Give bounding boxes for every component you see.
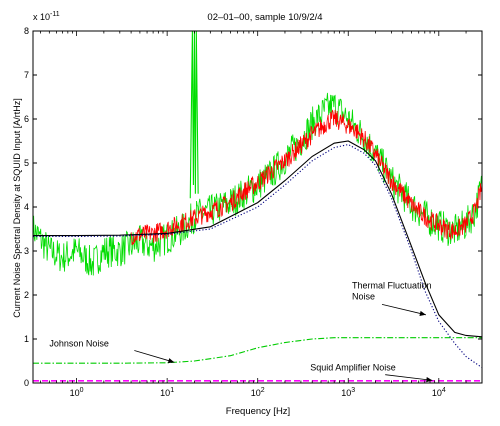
x-tick-label-3: 103 xyxy=(341,387,355,398)
series-line-2 xyxy=(33,337,482,364)
x-tick-label-1: 101 xyxy=(160,387,174,398)
annotation-arrowhead-thermal xyxy=(419,310,426,316)
annotation-johnson: Johnson Noise xyxy=(49,338,109,348)
x-tick-label-exp-1: 1 xyxy=(170,387,174,394)
x-axis-label: Frequency [Hz] xyxy=(226,406,290,417)
y-tick-label-6: 6 xyxy=(24,114,29,124)
x-tick-label-base-1: 10 xyxy=(160,388,170,398)
series-line-4 xyxy=(130,109,482,246)
annotation-arrowhead-johnson xyxy=(167,358,175,364)
y-tick-label-7: 7 xyxy=(24,70,29,80)
y-tick-label-3: 3 xyxy=(24,246,29,256)
annotation-johnson-line-0: Johnson Noise xyxy=(49,338,109,348)
x-tick-label-4: 104 xyxy=(432,387,446,398)
y-multiplier: x 10-11 xyxy=(33,11,60,22)
y-axis-label: Current Noise Spectral Density at SQUID … xyxy=(12,98,22,318)
series-layer xyxy=(33,31,482,382)
series-line-0 xyxy=(33,140,482,338)
x-tick-label-base-4: 10 xyxy=(432,388,442,398)
annotation-thermal-line-0: Thermal Fluctuation xyxy=(352,280,432,290)
y-multiplier-exponent: -11 xyxy=(50,11,60,18)
series-line-1 xyxy=(33,143,482,369)
series-line-5 xyxy=(33,92,482,276)
x-tick-label-0: 100 xyxy=(70,387,84,398)
y-tick-label-8: 8 xyxy=(24,26,29,36)
y-tick-label-1: 1 xyxy=(24,334,29,344)
annotation-arrow-thermal xyxy=(381,304,426,316)
annotation-thermal-line-1: Noise xyxy=(352,291,375,301)
y-tick-label-0: 0 xyxy=(24,378,29,388)
plot-frame xyxy=(32,30,483,384)
annotation-layer: Thermal Fluctuation Noise Johnson Noise Squ… xyxy=(49,280,433,383)
y-tick-label-5: 5 xyxy=(24,158,29,168)
y-tick-label-4: 4 xyxy=(24,202,29,212)
x-tick-label-base-2: 10 xyxy=(251,388,261,398)
x-tick-label-base-0: 10 xyxy=(70,388,80,398)
annotation-arrowhead-squid xyxy=(426,377,433,383)
x-tick-label-base-3: 10 xyxy=(341,388,351,398)
x-tick-label-2: 102 xyxy=(251,387,265,398)
annotation-thermal: Thermal Fluctuation Noise xyxy=(352,280,432,301)
annotation-arrow-squid xyxy=(385,374,433,381)
annotation-squid: Squid Amplifier Noise xyxy=(310,363,396,373)
chart-title: 02–01–00, sample 10/9/2/4 xyxy=(207,12,322,23)
x-tick-label-exp-3: 3 xyxy=(351,387,355,394)
x-tick-label-exp-2: 2 xyxy=(261,387,265,394)
annotation-squid-line-0: Squid Amplifier Noise xyxy=(310,363,396,373)
y-tick-label-2: 2 xyxy=(24,290,29,300)
series-line-6 xyxy=(189,31,199,199)
annotation-arrow-johnson xyxy=(134,350,175,363)
x-tick-label-exp-0: 0 xyxy=(80,387,84,394)
x-tick-label-exp-4: 4 xyxy=(442,387,446,394)
y-multiplier-base: x 10 xyxy=(33,12,50,22)
